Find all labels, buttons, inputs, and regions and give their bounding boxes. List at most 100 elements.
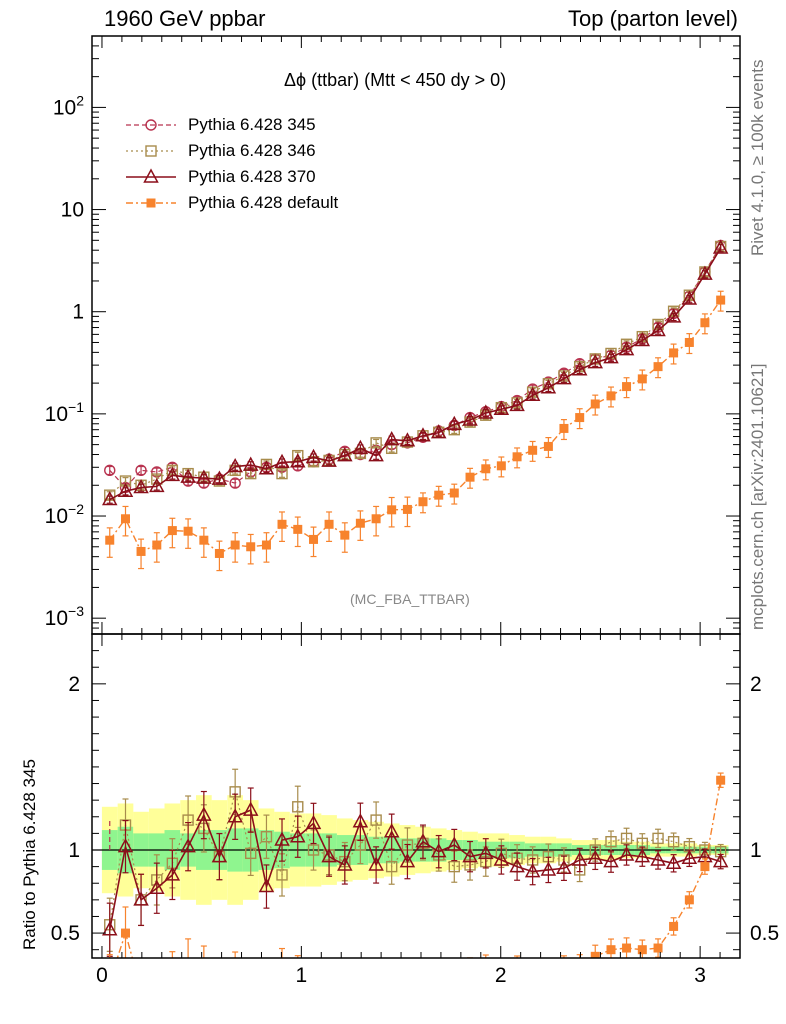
data-point [556, 370, 572, 385]
data-point [230, 540, 240, 550]
data-point [430, 424, 447, 439]
ratio-point [262, 984, 270, 992]
data-point [590, 399, 600, 409]
ratio-point [227, 808, 243, 823]
data-point [587, 354, 604, 369]
data-point [387, 505, 397, 515]
plot-title: Δϕ (ttbar) (Mtt < 450 dy > 0) [284, 70, 507, 90]
data-point [246, 542, 256, 552]
ratio-point [372, 977, 380, 985]
ratio-point [415, 833, 431, 848]
ratio-point [307, 844, 320, 856]
ratio-point [399, 853, 416, 868]
series-line [109, 247, 722, 501]
ratio-point [529, 971, 537, 979]
data-point [183, 526, 193, 536]
series-line [109, 246, 722, 496]
data-point [227, 457, 243, 473]
data-point [117, 482, 134, 497]
ratio-point [419, 974, 427, 982]
ratio-point [305, 814, 322, 830]
legend-marker [143, 168, 159, 183]
series-line [109, 245, 722, 489]
ratio-point [337, 856, 353, 871]
data-point [211, 470, 228, 485]
ratio-point [117, 838, 134, 853]
data-point [368, 447, 384, 462]
data-point [700, 318, 710, 328]
ratio-y-tick-label-right: 1 [750, 839, 762, 862]
ratio-point [403, 976, 411, 984]
data-point [105, 535, 115, 545]
ratio-point [634, 848, 651, 863]
series-0 [104, 239, 727, 494]
ratio-point [618, 846, 635, 861]
ratio-series-line [108, 809, 721, 930]
ratio-axis-label: Ratio to Pythia 6.428 345 [20, 759, 39, 950]
data-point [119, 475, 132, 487]
ratio-point [590, 951, 600, 958]
ratio-series-2 [106, 772, 726, 995]
ratio-point [245, 847, 257, 860]
data-point [543, 441, 553, 451]
legend-marker [145, 119, 157, 131]
data-point [101, 490, 118, 506]
data-point [167, 526, 177, 536]
ratio-point [137, 986, 145, 994]
ratio-point [667, 835, 680, 848]
ratio-point [446, 836, 463, 851]
ratio-point [292, 801, 304, 813]
data-point [493, 400, 510, 415]
legend-entry-0 [126, 119, 176, 131]
legend-marker [146, 198, 156, 208]
ratio-point [466, 969, 474, 977]
analysis-watermark: (MC_FBA_TTBAR) [350, 591, 470, 607]
ratio-point [341, 987, 349, 995]
series-1 [104, 240, 727, 501]
ratio-point [101, 921, 118, 936]
ratio-point [652, 832, 664, 845]
data-point [136, 546, 146, 556]
data-point [258, 460, 275, 475]
y-tick-label: 10−3 [45, 603, 85, 630]
rivet-version-label: Rivet 4.1.0, ≥ 100k events [748, 59, 767, 256]
data-point [229, 477, 241, 489]
ratio-point [669, 921, 679, 931]
data-point [684, 337, 694, 347]
x-tick-label: 2 [495, 964, 507, 987]
y-tick-label: 10 [61, 199, 84, 222]
data-point [637, 374, 647, 384]
series-line [109, 299, 722, 555]
ratio-point [681, 849, 698, 865]
legend-label-370: Pythia 6.428 370 [188, 167, 316, 186]
data-point [180, 468, 196, 483]
legend-label-345: Pythia 6.428 345 [188, 115, 316, 134]
data-point [496, 461, 506, 471]
ratio-point [247, 981, 255, 989]
ratio-series-line [109, 791, 721, 925]
data-point [571, 361, 588, 376]
data-point [559, 423, 569, 433]
data-point [399, 432, 416, 447]
ratio-point [603, 853, 619, 868]
data-point [603, 349, 619, 364]
data-point [606, 391, 616, 401]
ratio-point [435, 974, 443, 982]
legend-label-346: Pythia 6.428 346 [188, 141, 316, 160]
ratio-point [576, 962, 584, 970]
data-point [512, 452, 522, 462]
data-point [321, 452, 337, 467]
ratio-point [509, 858, 525, 873]
ratio-point [274, 831, 290, 846]
ratio-point [716, 775, 726, 785]
ratio-point [637, 945, 647, 955]
x-tick-label: 3 [694, 964, 706, 987]
data-point [290, 453, 306, 468]
ratio-point [352, 813, 369, 828]
y-tick-label: 1 [72, 301, 84, 324]
ratio-point [149, 879, 165, 894]
data-point [324, 519, 334, 529]
ratio-frame [91, 633, 741, 959]
ratio-point [383, 823, 400, 838]
